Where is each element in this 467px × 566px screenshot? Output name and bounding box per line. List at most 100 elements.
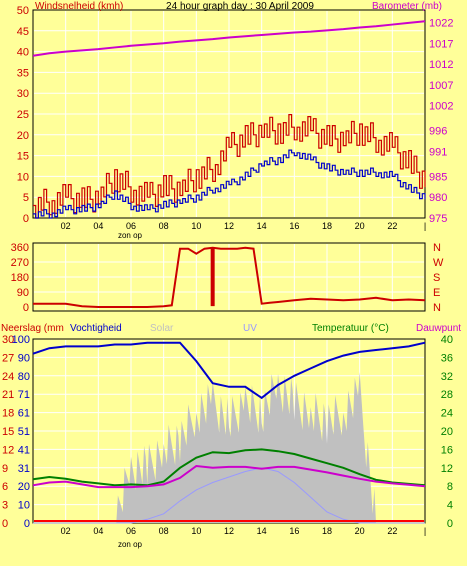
humidity-y-tick-label: 20 bbox=[18, 481, 30, 493]
humidity-y-tick-label: 10 bbox=[18, 500, 30, 512]
rain-y-tick-label: 12 bbox=[2, 444, 14, 456]
x-tick-label: 18 bbox=[322, 221, 332, 231]
wind-y-tick-label: 5 bbox=[23, 192, 29, 204]
temperature-y-tick-label: 28 bbox=[441, 389, 453, 401]
x-tick-label: 10 bbox=[191, 526, 201, 536]
barometer-line bbox=[32, 20, 426, 57]
wind-speed-axis-label: Windsnelheid (kmh) bbox=[35, 1, 123, 12]
x-tick-label: | bbox=[424, 526, 426, 536]
temperature-y-tick-label: 24 bbox=[441, 408, 453, 420]
direction-y-tick-label: 90 bbox=[17, 287, 29, 299]
compass-tick-label: E bbox=[433, 287, 440, 299]
humidity-line bbox=[32, 341, 426, 400]
barometer-y-tick-label: 1007 bbox=[429, 80, 453, 92]
temperature-y-tick-label: 40 bbox=[441, 334, 453, 346]
barometer-y-tick-label: 991 bbox=[429, 146, 447, 158]
solar-axis-label: Solar bbox=[150, 323, 174, 334]
compass-tick-label: N bbox=[433, 302, 441, 314]
wind-y-tick-label: 30 bbox=[17, 88, 29, 100]
wind-direction-line bbox=[33, 246, 426, 308]
barometer-y-tick-label: 985 bbox=[429, 171, 447, 183]
humidity-axis-label: Vochtigheid bbox=[70, 323, 122, 334]
x-tick-label: 14 bbox=[257, 526, 267, 536]
humidity-y-tick-label: 41 bbox=[18, 444, 30, 456]
humidity-y-tick-label: 0 bbox=[24, 518, 30, 530]
wind-y-tick-label: 20 bbox=[17, 130, 29, 142]
sunrise-label-top: zon op bbox=[118, 231, 143, 240]
temperature-axis-label: Temperatuur (°C) bbox=[312, 323, 389, 334]
humidity-y-tick-label: 90 bbox=[18, 352, 30, 364]
compass-tick-label: N bbox=[433, 242, 441, 254]
wind-y-tick-label: 25 bbox=[17, 109, 29, 121]
x-tick-label: 14 bbox=[257, 221, 267, 231]
x-tick-label: 16 bbox=[289, 221, 299, 231]
x-tick-label: 22 bbox=[387, 221, 397, 231]
temperature-y-tick-label: 4 bbox=[447, 500, 453, 512]
rain-y-tick-label: 27 bbox=[2, 352, 14, 364]
humidity-y-tick-label: 71 bbox=[18, 389, 30, 401]
sunrise-label-bottom: zon op bbox=[118, 540, 143, 549]
temperature-y-tick-label: 36 bbox=[441, 352, 453, 364]
barometer-y-tick-label: 1012 bbox=[429, 59, 453, 71]
barometer-axis-label: Barometer (mb) bbox=[372, 1, 442, 12]
temperature-y-tick-label: 12 bbox=[441, 463, 453, 475]
rain-y-tick-label: 24 bbox=[2, 371, 14, 383]
wind-y-tick-label: 40 bbox=[17, 47, 29, 59]
x-tick-label: 04 bbox=[93, 221, 103, 231]
temperature-y-tick-label: 32 bbox=[441, 371, 453, 383]
uv-axis-label: UV bbox=[243, 323, 257, 334]
x-tick-label: 12 bbox=[224, 526, 234, 536]
x-tick-label: 10 bbox=[191, 221, 201, 231]
rain-y-tick-label: 6 bbox=[2, 481, 8, 493]
x-tick-label: 20 bbox=[355, 221, 365, 231]
humidity-y-tick-label: 80 bbox=[18, 371, 30, 383]
direction-y-tick-label: 180 bbox=[11, 272, 29, 284]
rain-y-tick-label: 30 bbox=[2, 334, 14, 346]
humidity-y-tick-label: 51 bbox=[18, 426, 30, 438]
temperature-y-tick-label: 16 bbox=[441, 444, 453, 456]
x-tick-label: 18 bbox=[322, 526, 332, 536]
humidity-y-tick-label: 100 bbox=[12, 334, 30, 346]
x-tick-label: 04 bbox=[93, 526, 103, 536]
direction-y-tick-label: 360 bbox=[11, 242, 29, 254]
x-tick-label: 08 bbox=[159, 526, 169, 536]
x-tick-label: 02 bbox=[61, 221, 71, 231]
x-tick-label: 06 bbox=[126, 526, 136, 536]
temperature-y-tick-label: 20 bbox=[441, 426, 453, 438]
x-tick-label: 06 bbox=[126, 221, 136, 231]
dewpoint-axis-label: Dauwpunt bbox=[416, 323, 461, 334]
temperature-line bbox=[32, 448, 426, 487]
rain-y-tick-label: 18 bbox=[2, 408, 14, 420]
direction-y-tick-label: 270 bbox=[11, 257, 29, 269]
wind-average-line bbox=[33, 149, 426, 219]
direction-y-tick-label: 0 bbox=[23, 302, 29, 314]
wind-y-tick-label: 50 bbox=[17, 5, 29, 17]
humidity-y-tick-label: 61 bbox=[18, 408, 30, 420]
x-tick-label: 22 bbox=[387, 526, 397, 536]
x-tick-label: 12 bbox=[224, 221, 234, 231]
compass-tick-label: W bbox=[433, 257, 444, 269]
barometer-y-tick-label: 1022 bbox=[429, 17, 453, 29]
wind-y-tick-label: 15 bbox=[17, 151, 29, 163]
uv-line bbox=[33, 467, 425, 524]
wind-y-tick-label: 0 bbox=[23, 213, 29, 225]
barometer-y-tick-label: 980 bbox=[429, 192, 447, 204]
series-layer bbox=[32, 20, 426, 524]
wind-y-tick-label: 35 bbox=[17, 67, 29, 79]
x-tick-label: 08 bbox=[159, 221, 169, 231]
x-tick-label: 02 bbox=[61, 526, 71, 536]
barometer-y-tick-label: 1002 bbox=[429, 101, 453, 113]
compass-tick-label: S bbox=[433, 272, 440, 284]
rain-y-tick-label: 0 bbox=[2, 518, 8, 530]
rain-axis-label: Neerslag (mm bbox=[1, 323, 64, 334]
barometer-y-tick-label: 996 bbox=[429, 126, 447, 138]
tick-label-layer: 02 04 06 08 10 12 14 16 18 20 22 |02 04 06 08 10 12 14 16 1… bbox=[2, 5, 453, 536]
humidity-y-tick-label: 31 bbox=[18, 463, 30, 475]
x-tick-label: 20 bbox=[355, 526, 365, 536]
rain-y-tick-label: 15 bbox=[2, 426, 14, 438]
barometer-y-tick-label: 975 bbox=[429, 213, 447, 225]
wind-y-tick-label: 45 bbox=[17, 26, 29, 38]
rain-y-tick-label: 9 bbox=[2, 463, 8, 475]
